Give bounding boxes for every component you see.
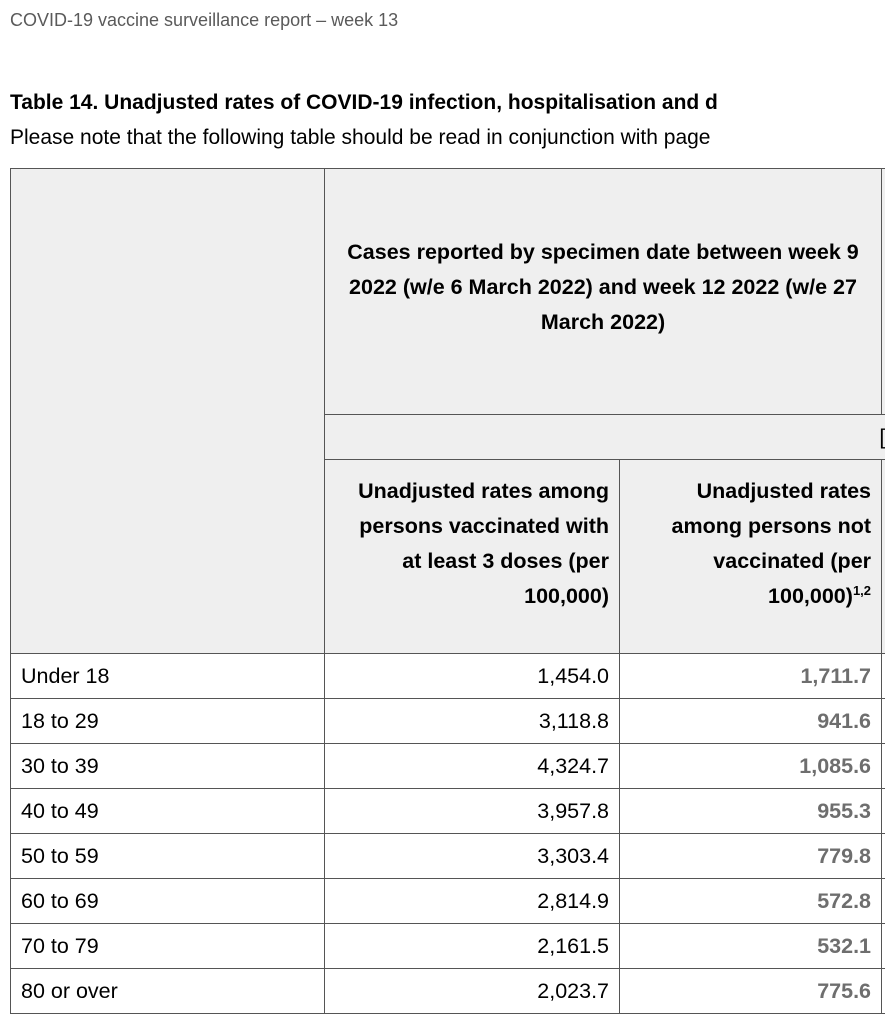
see-note-row: [see [323, 414, 885, 460]
next-column-cell [881, 698, 885, 744]
table-row: 18 to 29 3,118.8 941.6 [10, 698, 885, 744]
table-note: Please note that the following table sho… [10, 126, 711, 149]
table-row: 30 to 39 4,324.7 1,085.6 [10, 743, 885, 789]
column-header-unvaccinated-text: Unadjusted rates among persons not vacci… [671, 479, 872, 608]
table-row: 60 to 69 2,814.9 572.8 [10, 878, 885, 924]
table-title: Table 14. Unadjusted rates of COVID-19 i… [10, 91, 718, 114]
unvaccinated-rate-cell: 1,085.6 [618, 743, 883, 789]
vaccinated-rate-cell: 4,324.7 [324, 743, 620, 789]
table-row: Under 18 1,454.0 1,711.7 [10, 653, 885, 699]
age-cell: 70 to 79 [10, 923, 325, 969]
table-corner-cell [10, 168, 325, 654]
column-header-vaccinated: Unadjusted rates among persons vaccinate… [324, 459, 620, 654]
footnote-superscript: 1,2 [852, 582, 872, 598]
age-cell: 40 to 49 [10, 788, 325, 834]
age-cell: 60 to 69 [10, 878, 325, 924]
age-cell: 30 to 39 [10, 743, 325, 789]
column-header-unvaccinated: Unadjusted rates among persons not vacci… [618, 459, 883, 654]
vaccinated-rate-cell: 3,303.4 [324, 833, 620, 879]
vaccinated-rate-cell: 2,814.9 [324, 878, 620, 924]
next-column-cell [881, 788, 885, 834]
unvaccinated-rate-cell: 941.6 [618, 698, 883, 744]
age-cell: 18 to 29 [10, 698, 325, 744]
vaccinated-rate-cell: 2,161.5 [324, 923, 620, 969]
unvaccinated-rate-cell: 532.1 [618, 923, 883, 969]
running-header: COVID-19 vaccine surveillance report – w… [10, 10, 399, 30]
age-cell: 80 or over [10, 968, 325, 1014]
table-row: 40 to 49 3,957.8 955.3 [10, 788, 885, 834]
unvaccinated-rate-cell: 779.8 [618, 833, 883, 879]
next-group-header-cell [881, 168, 885, 415]
next-column-cell [881, 833, 885, 879]
age-cell: 50 to 59 [10, 833, 325, 879]
next-column-cell [881, 743, 885, 789]
table-row: 80 or over 2,023.7 775.6 [10, 968, 885, 1014]
next-column-cell [881, 653, 885, 699]
unvaccinated-rate-cell: 775.6 [618, 968, 883, 1014]
age-cell: Under 18 [10, 653, 325, 699]
vaccinated-rate-cell: 3,118.8 [324, 698, 620, 744]
unvaccinated-rate-cell: 955.3 [618, 788, 883, 834]
rates-table: Cases reported by specimen date between … [10, 168, 885, 1014]
vaccinated-rate-cell: 3,957.8 [324, 788, 620, 834]
table-row: 50 to 59 3,303.4 779.8 [10, 833, 885, 879]
group-header-cases: Cases reported by specimen date between … [323, 168, 883, 415]
vaccinated-rate-cell: 1,454.0 [324, 653, 620, 699]
table-body: Under 18 1,454.0 1,711.7 18 to 29 3,118.8 941… [10, 653, 885, 1014]
table-row: 70 to 79 2,161.5 532.1 [10, 923, 885, 969]
next-column-cell [881, 878, 885, 924]
next-column-cell [881, 923, 885, 969]
next-column-header-cell [881, 459, 885, 654]
vaccinated-rate-cell: 2,023.7 [324, 968, 620, 1014]
next-column-cell [881, 968, 885, 1014]
unvaccinated-rate-cell: 1,711.7 [618, 653, 883, 699]
unvaccinated-rate-cell: 572.8 [618, 878, 883, 924]
